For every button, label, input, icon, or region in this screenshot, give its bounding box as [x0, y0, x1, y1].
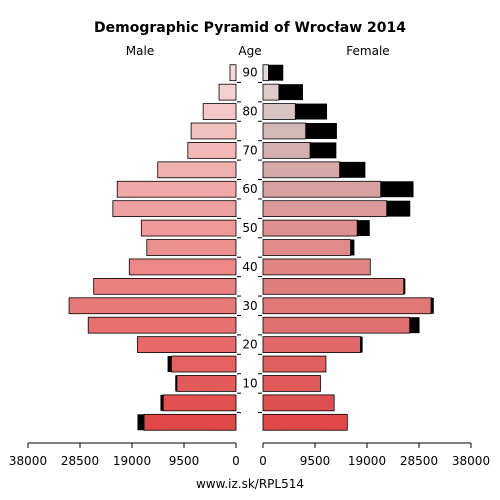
female-bar-10-14 — [262, 375, 321, 392]
female-excess-bar-35-39 — [403, 278, 406, 295]
female-bar-45-49 — [262, 239, 351, 256]
male-excess-bar-0-4 — [137, 414, 145, 431]
female-bar-80-84 — [262, 103, 296, 120]
male-header: Male — [126, 44, 154, 58]
female-header: Female — [346, 44, 389, 58]
chart-title: Demographic Pyramid of Wrocław 2014 — [94, 20, 406, 36]
female-excess-bar-80-84 — [295, 103, 328, 120]
female-bar-75-79 — [262, 122, 307, 140]
female-excess-bar-50-54 — [357, 220, 370, 237]
male-bar-75-79 — [190, 122, 237, 140]
age-tick-label: 20 — [242, 338, 257, 352]
male-bar-25-29 — [87, 316, 237, 334]
male-x-tick-label: 19000 — [113, 454, 151, 468]
axes-group: 38000 28500 19000 9500 0 0 9500 19000 28500 38000… — [9, 66, 490, 468]
male-bar-55-59 — [112, 200, 237, 218]
male-x-tick-label: 38000 — [9, 454, 47, 468]
male-bar-15-19 — [171, 355, 237, 373]
male-bar-60-64 — [116, 180, 237, 198]
age-tick-label: 70 — [242, 143, 257, 157]
age-tick-label: 80 — [242, 105, 257, 119]
female-bar-60-64 — [262, 180, 382, 198]
female-bar-30-34 — [262, 297, 432, 315]
female-bar-90+ — [262, 64, 269, 82]
female-x-tick-label: 0 — [259, 454, 267, 468]
male-bar-65-69 — [157, 161, 237, 179]
male-bar-20-24 — [137, 336, 237, 353]
male-bar-0-4 — [143, 413, 237, 431]
footer-url: www.iz.sk/RPL514 — [196, 477, 304, 491]
female-x-tick-label: 9500 — [300, 454, 331, 468]
female-excess-bar-75-79 — [305, 123, 337, 139]
male-bar-45-49 — [146, 239, 237, 256]
male-x-tick-label: 0 — [232, 454, 240, 468]
male-bar-50-54 — [140, 219, 237, 237]
male-bar-10-14 — [176, 375, 237, 392]
age-tick-label: 40 — [242, 260, 257, 274]
male-excess-bar-15-19 — [167, 356, 172, 372]
female-bar-35-39 — [262, 277, 405, 295]
male-bar-90+ — [229, 64, 237, 82]
female-excess-bar-45-49 — [350, 239, 355, 256]
male-excess-bar-5-9 — [160, 394, 164, 411]
age-tick-label: 90 — [242, 66, 257, 80]
female-excess-bar-65-69 — [339, 161, 366, 178]
male-bar-30-34 — [68, 297, 237, 315]
male-excess-bar-10-14 — [175, 375, 177, 392]
female-bar-55-59 — [262, 200, 388, 218]
male-bar-35-39 — [93, 277, 237, 295]
male-bar-70-74 — [187, 142, 237, 159]
female-bar-85-89 — [262, 83, 280, 101]
bars-group — [68, 64, 434, 431]
male-x-tick-label: 9500 — [169, 454, 200, 468]
female-x-tick-label: 28500 — [400, 454, 438, 468]
female-excess-bar-55-59 — [386, 200, 411, 217]
female-bar-20-24 — [262, 336, 361, 353]
female-excess-bar-90+ — [268, 64, 284, 81]
male-bar-40-44 — [128, 258, 237, 276]
female-excess-bar-20-24 — [360, 336, 363, 353]
female-bar-40-44 — [262, 258, 371, 276]
female-excess-bar-30-34 — [431, 297, 434, 314]
female-excess-bar-60-64 — [380, 181, 414, 198]
female-bar-70-74 — [262, 142, 311, 159]
female-bar-0-4 — [262, 413, 348, 431]
female-excess-bar-25-29 — [409, 317, 420, 334]
age-tick-label: 60 — [242, 182, 257, 196]
male-bar-5-9 — [162, 394, 237, 412]
female-x-tick-label: 38000 — [452, 454, 490, 468]
female-bar-5-9 — [262, 394, 335, 412]
female-excess-bar-85-89 — [278, 84, 303, 101]
age-tick-label: 50 — [242, 221, 257, 235]
age-tick-label: 30 — [242, 299, 257, 313]
age-header: Age — [238, 44, 261, 58]
female-bar-15-19 — [262, 355, 327, 373]
age-tick-label: 10 — [242, 376, 257, 390]
female-bar-50-54 — [262, 219, 358, 237]
male-x-tick-label: 28500 — [61, 454, 99, 468]
female-excess-bar-70-74 — [310, 142, 337, 159]
female-bar-65-69 — [262, 161, 341, 179]
male-bar-80-84 — [202, 103, 237, 120]
male-bar-85-89 — [218, 83, 237, 101]
female-x-tick-label: 19000 — [348, 454, 386, 468]
female-bar-25-29 — [262, 316, 411, 334]
